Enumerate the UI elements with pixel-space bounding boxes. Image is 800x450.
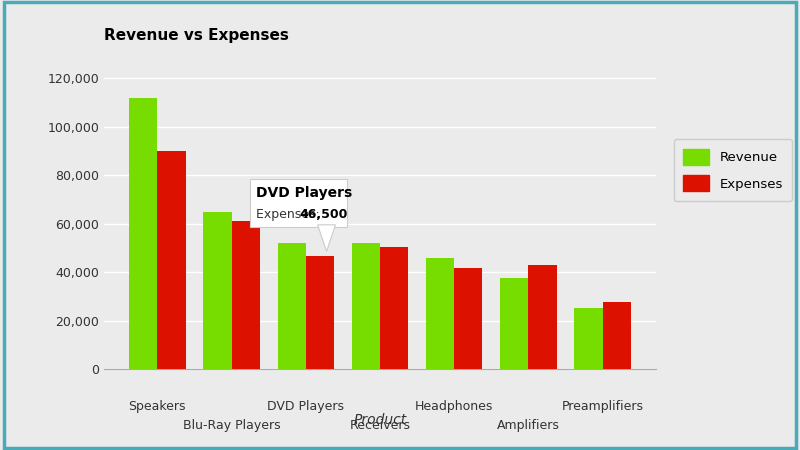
Text: Amplifiers: Amplifiers	[497, 419, 560, 432]
Bar	[352, 243, 380, 369]
Bar	[231, 221, 260, 369]
Bar	[529, 265, 557, 369]
Text: Blu-Ray Players: Blu-Ray Players	[182, 419, 280, 432]
Bar	[426, 257, 454, 369]
Text: 46,500: 46,500	[299, 207, 347, 220]
Bar	[158, 151, 186, 369]
Text: DVD Players: DVD Players	[267, 400, 344, 413]
Legend: Revenue, Expenses: Revenue, Expenses	[674, 140, 793, 201]
Bar	[454, 269, 482, 369]
Text: Expenses:: Expenses:	[256, 207, 324, 220]
Bar	[203, 212, 231, 369]
Text: Headphones: Headphones	[415, 400, 494, 413]
Text: Receivers: Receivers	[350, 419, 410, 432]
Bar	[500, 278, 529, 369]
Bar	[380, 247, 408, 369]
X-axis label: Product: Product	[354, 413, 406, 427]
Bar	[574, 308, 602, 369]
Bar	[129, 98, 158, 369]
Polygon shape	[318, 225, 335, 252]
Text: DVD Players: DVD Players	[256, 186, 352, 200]
Text: Speakers: Speakers	[129, 400, 186, 413]
Bar	[306, 256, 334, 369]
Bar	[278, 243, 306, 369]
Text: Revenue vs Expenses: Revenue vs Expenses	[104, 28, 289, 43]
Text: Preamplifiers: Preamplifiers	[562, 400, 644, 413]
FancyBboxPatch shape	[250, 179, 346, 227]
Bar	[602, 302, 631, 369]
